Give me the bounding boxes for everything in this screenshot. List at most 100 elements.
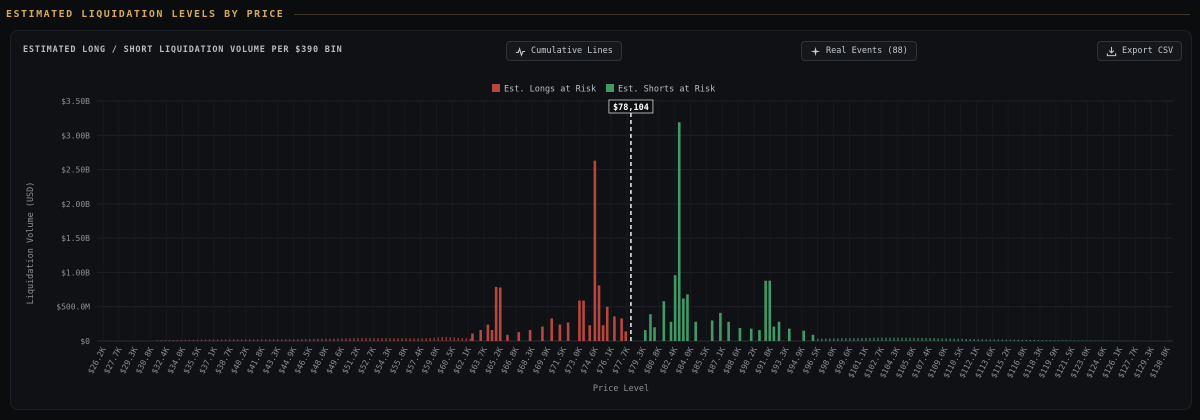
longs-tail-bar bbox=[345, 338, 347, 341]
longs-bar bbox=[558, 324, 562, 341]
shorts-tail-bar bbox=[881, 337, 883, 341]
shorts-tail-bar bbox=[1073, 340, 1076, 341]
tail-bars bbox=[156, 336, 1144, 341]
shorts-tail-bar bbox=[857, 337, 859, 341]
legend-shorts-swatch bbox=[606, 84, 614, 92]
longs-tail-bar bbox=[260, 339, 263, 341]
longs-tail-bar bbox=[160, 340, 163, 341]
longs-tail-bar bbox=[397, 338, 399, 341]
longs-tail-bar bbox=[240, 339, 243, 341]
cumulative-lines-button[interactable]: Cumulative Lines bbox=[506, 41, 622, 61]
shorts-bar bbox=[677, 122, 681, 341]
shorts-tail-bar bbox=[945, 338, 947, 341]
shorts-tail-bar bbox=[921, 337, 923, 341]
longs-tail-bar bbox=[264, 339, 267, 341]
longs-tail-bar bbox=[361, 337, 363, 341]
shorts-tail-bar bbox=[837, 338, 839, 341]
longs-bar bbox=[624, 331, 628, 341]
shorts-tail-bar bbox=[821, 338, 823, 341]
shorts-tail-bar bbox=[849, 338, 851, 341]
longs-tail-bar bbox=[437, 337, 439, 341]
longs-bar bbox=[471, 333, 474, 341]
longs-tail-bar bbox=[429, 337, 431, 341]
shorts-tail-bar bbox=[929, 337, 931, 341]
longs-tail-bar bbox=[409, 338, 411, 341]
longs-tail-bar bbox=[216, 339, 219, 341]
longs-tail-bar bbox=[329, 338, 331, 341]
longs-tail-bar bbox=[373, 337, 375, 341]
shorts-bar bbox=[738, 327, 742, 341]
longs-tail-bar bbox=[313, 338, 315, 341]
y-tick-label: $0 bbox=[80, 337, 90, 346]
real-events-label: Real Events (88) bbox=[826, 46, 908, 56]
shorts-bar bbox=[682, 298, 685, 341]
shorts-tail-bar bbox=[981, 339, 983, 341]
longs-bar bbox=[601, 325, 605, 341]
longs-tail-bar bbox=[228, 339, 231, 341]
longs-tail-bar bbox=[273, 339, 275, 341]
longs-tail-bar bbox=[421, 338, 423, 341]
longs-tail-bar bbox=[180, 339, 183, 341]
shorts-bar bbox=[777, 321, 781, 341]
bars bbox=[471, 122, 815, 341]
shorts-tail-bar bbox=[1085, 340, 1088, 341]
longs-tail-bar bbox=[293, 339, 295, 341]
longs-bar bbox=[506, 334, 509, 341]
shorts-tail-bar bbox=[961, 338, 963, 341]
real-events-button[interactable]: Real Events (88) bbox=[801, 41, 917, 61]
longs-bar bbox=[550, 318, 553, 341]
shorts-tail-bar bbox=[817, 338, 819, 341]
longs-bar bbox=[498, 287, 502, 341]
longs-tail-bar bbox=[285, 339, 287, 341]
longs-tail-bar bbox=[365, 337, 367, 341]
shorts-bar bbox=[686, 294, 689, 341]
shorts-bar bbox=[788, 328, 791, 341]
longs-tail-bar bbox=[317, 338, 319, 341]
shorts-tail-bar bbox=[1049, 340, 1052, 341]
longs-tail-bar bbox=[401, 338, 403, 341]
shorts-bar bbox=[768, 280, 772, 341]
longs-tail-bar bbox=[461, 338, 463, 341]
shorts-tail-bar bbox=[873, 337, 875, 341]
y-tick-label: $3.00B bbox=[61, 131, 90, 140]
download-icon bbox=[1106, 46, 1117, 56]
current-price-box bbox=[608, 99, 654, 114]
x-axis-ticks: $26.2K$27.7K$29.3K$30.8K$32.4K$34.0K$35.… bbox=[86, 346, 1172, 380]
longs-tail-bar bbox=[176, 339, 179, 341]
shorts-bar bbox=[749, 328, 753, 341]
longs-tail-bar bbox=[377, 337, 379, 341]
shorts-tail-bar bbox=[1081, 340, 1084, 341]
legend-shorts-label: Est. Shorts at Risk bbox=[618, 85, 715, 95]
longs-bar bbox=[528, 330, 532, 341]
export-csv-button[interactable]: Export CSV bbox=[1097, 41, 1183, 61]
longs-tail-bar bbox=[341, 338, 343, 341]
y-tick-label: $1.00B bbox=[61, 268, 90, 277]
y-tick-label: $500.0M bbox=[56, 303, 90, 312]
shorts-tail-bar bbox=[993, 339, 995, 341]
shorts-bar bbox=[694, 321, 697, 341]
shorts-tail-bar bbox=[1001, 339, 1004, 341]
longs-tail-bar bbox=[236, 339, 239, 341]
shorts-bar bbox=[643, 330, 647, 341]
y-axis-title: Liquidation Volume (USD) bbox=[26, 182, 36, 305]
shorts-tail-bar bbox=[1005, 339, 1008, 341]
shorts-tail-bar bbox=[1029, 339, 1032, 341]
shorts-tail-bar bbox=[997, 339, 1000, 341]
longs-tail-bar bbox=[172, 340, 175, 341]
shorts-tail-bar bbox=[913, 337, 915, 341]
longs-tail-bar bbox=[184, 339, 187, 341]
current-price-label: $78,104 bbox=[613, 103, 649, 113]
shorts-bar bbox=[758, 330, 761, 341]
longs-tail-bar bbox=[164, 340, 167, 341]
longs-bar bbox=[588, 325, 592, 341]
shorts-bar bbox=[649, 314, 652, 341]
shorts-tail-bar bbox=[865, 337, 867, 341]
longs-tail-bar bbox=[381, 338, 383, 341]
shorts-bar bbox=[653, 327, 656, 341]
legend-longs-swatch bbox=[492, 84, 500, 92]
longs-tail-bar bbox=[248, 339, 251, 341]
y-tick-label: $3.50B bbox=[61, 97, 90, 106]
shorts-tail-bar bbox=[1069, 340, 1072, 341]
shorts-tail-bar bbox=[1017, 339, 1020, 341]
shorts-tail-bar bbox=[909, 337, 911, 341]
